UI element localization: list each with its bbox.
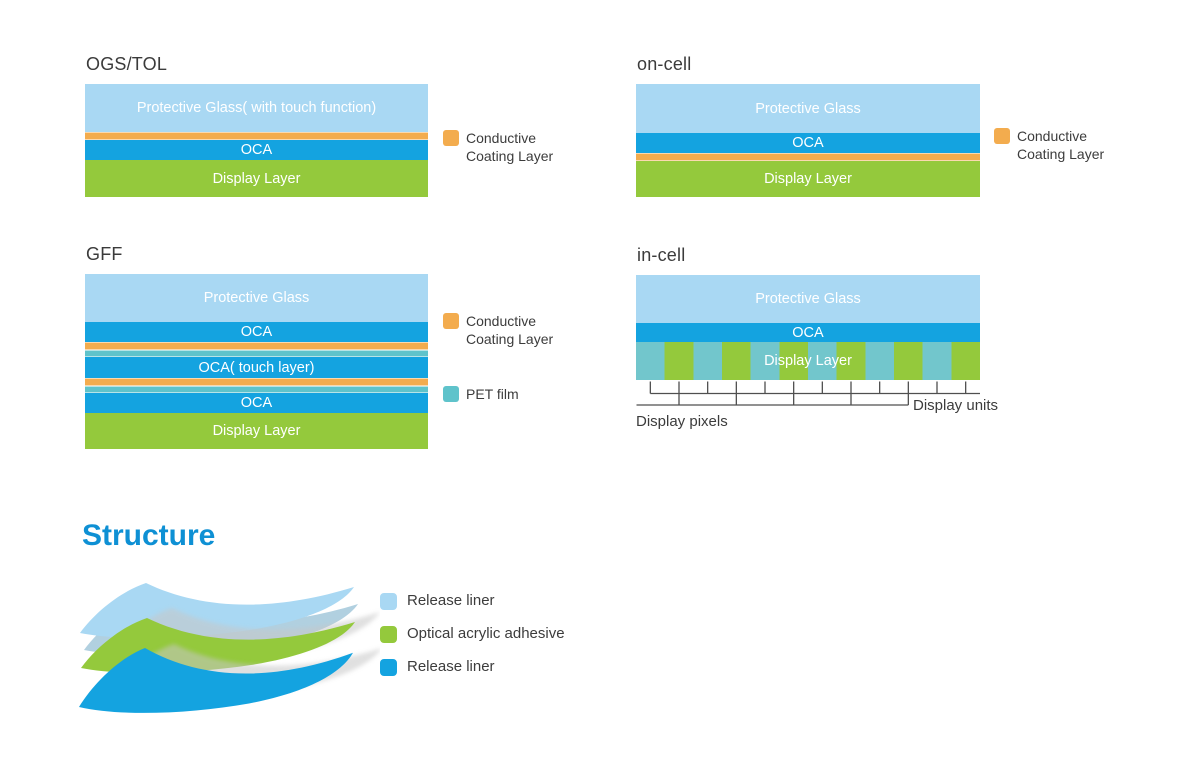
legend-item: Release liner (380, 658, 565, 676)
layer-label: OCA( touch layer) (198, 359, 315, 376)
layer-label: Display Layer (764, 353, 852, 369)
on-cell-layer-2 (636, 153, 980, 161)
structure-legend: Release liner Optical acrylic adhesive Rel… (380, 592, 565, 691)
gff-diagram: Protective Glass OCA OCA( touch layer) OCA D… (85, 274, 428, 449)
layer-label: Protective Glass (755, 291, 861, 307)
orange-swatch (443, 130, 459, 146)
legend-label: Conductive Coating Layer (466, 130, 554, 164)
sheet-release-liner-bottom (79, 648, 353, 713)
ogs-tol-legend: Conductive Coating Layer (443, 129, 553, 165)
display-units-label: Display units (913, 397, 999, 414)
legend-label: Release liner (407, 592, 495, 609)
on-cell-legend: Conductive Coating Layer (994, 127, 1104, 163)
structure-sheets-illustration (79, 583, 380, 713)
ogs-tol-title: OGS/TOL (86, 54, 168, 74)
ogs-tol-layer-2: OCA (85, 140, 428, 160)
legend-item: Conductive Coating Layer (994, 127, 1104, 163)
gff-layer-4: OCA( touch layer) (85, 357, 428, 378)
legend-item: Optical acrylic adhesive (380, 625, 565, 643)
display-units-comb (636, 381, 980, 406)
layer-label: OCA (240, 142, 273, 158)
in-cell-layer-2: Display Layer (636, 342, 980, 380)
gff-layer-5 (85, 378, 428, 386)
legend-item: Release liner (380, 592, 565, 610)
on-cell-diagram: Protective Glass OCA Display Layer (636, 84, 980, 197)
layer-label: OCA (792, 324, 824, 341)
gff-layer-6 (85, 386, 428, 393)
gff-layer-1: OCA (85, 322, 428, 342)
structure-title: Structure (82, 519, 216, 552)
gff-layer-3 (85, 350, 428, 357)
blue-swatch (380, 658, 397, 676)
layer-label: OCA (792, 135, 824, 151)
display-pixels-label: Display pixels (636, 413, 728, 430)
in-cell-layer-0: Protective Glass (636, 275, 980, 323)
in-cell-title: in-cell (637, 245, 686, 265)
layer-label: Protective Glass( with touch function) (136, 100, 377, 116)
in-cell-layer-1: OCA (636, 323, 980, 342)
on-cell-layer-1: OCA (636, 133, 980, 153)
legend-label: Conductive Coating Layer (1017, 128, 1105, 162)
gff-legend: Conductive Coating Layer PET film (443, 312, 553, 403)
on-cell-title: on-cell (637, 54, 692, 74)
layer-label: Display Layer (212, 170, 301, 187)
ogs-tol-layer-1 (85, 132, 428, 140)
on-cell-layer-0: Protective Glass (636, 84, 980, 133)
layer-label: OCA (240, 324, 273, 340)
legend-item: Conductive Coating Layer (443, 312, 553, 348)
layer-label: OCA (240, 395, 273, 411)
teal-swatch (443, 386, 459, 402)
legend-label: Optical acrylic adhesive (407, 625, 565, 642)
gff-layer-7: OCA (85, 393, 428, 413)
legend-label: PET film (466, 386, 519, 402)
legend-label: Release liner (407, 658, 495, 675)
layer-label: Display Layer (212, 423, 301, 439)
ogs-tol-diagram: Protective Glass( with touch function) OC… (85, 84, 428, 197)
layer-label: Protective Glass (755, 100, 861, 117)
ogs-tol-layer-3: Display Layer (85, 160, 428, 197)
gff-title: GFF (86, 244, 123, 264)
gff-layer-0: Protective Glass (85, 274, 428, 322)
orange-swatch (443, 313, 459, 329)
gff-layer-8: Display Layer (85, 413, 428, 449)
layer-label: Protective Glass (203, 290, 310, 306)
orange-swatch (994, 128, 1010, 144)
legend-item: Conductive Coating Layer (443, 129, 553, 165)
legend-item: PET film (443, 385, 553, 403)
layer-label: Display Layer (764, 171, 852, 187)
green-swatch (380, 625, 397, 643)
legend-label: Conductive Coating Layer (466, 313, 554, 347)
light_blue-swatch (380, 592, 397, 610)
ogs-tol-layer-0: Protective Glass( with touch function) (85, 84, 428, 132)
in-cell-diagram: Protective Glass OCA Display Layer (636, 275, 980, 380)
gff-layer-2 (85, 342, 428, 350)
on-cell-layer-3: Display Layer (636, 161, 980, 197)
